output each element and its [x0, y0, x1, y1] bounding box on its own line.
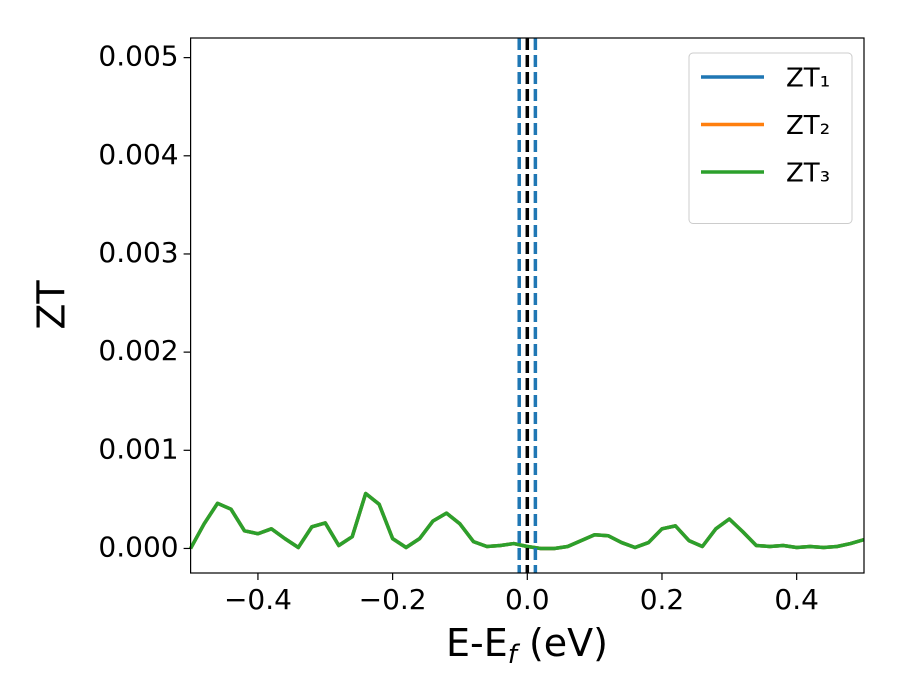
legend-box	[688, 52, 853, 224]
x-label-part: E-E	[446, 621, 508, 665]
legend-label: ZT₁	[786, 64, 830, 94]
x-tick-label: 0.0	[505, 583, 550, 616]
y-tick-label: 0.003	[98, 236, 178, 269]
x-tick-label: 0.4	[774, 583, 819, 616]
y-tick-label: 0.004	[98, 138, 178, 171]
legend-label: ZT₃	[786, 159, 830, 189]
y-tick-label: 0.005	[98, 40, 178, 73]
legend: ZT₁ ZT₂ ZT₃	[688, 52, 853, 224]
y-axis-label: ZT	[30, 280, 74, 330]
y-tick-label: 0.002	[98, 334, 178, 367]
x-axis-label: E-Ef (eV)	[446, 621, 608, 670]
y-tick-label: 0.001	[98, 432, 178, 465]
x-label-part: (eV)	[517, 621, 608, 665]
x-tick-label: −0.4	[224, 583, 292, 616]
legend-label: ZT₂	[786, 111, 830, 141]
plot-frame	[190, 37, 865, 574]
x-tick-label: −0.2	[359, 583, 427, 616]
x-tick-label: 0.2	[640, 583, 685, 616]
series-line	[189, 491, 865, 551]
y-tick-label: 0.000	[98, 530, 178, 563]
